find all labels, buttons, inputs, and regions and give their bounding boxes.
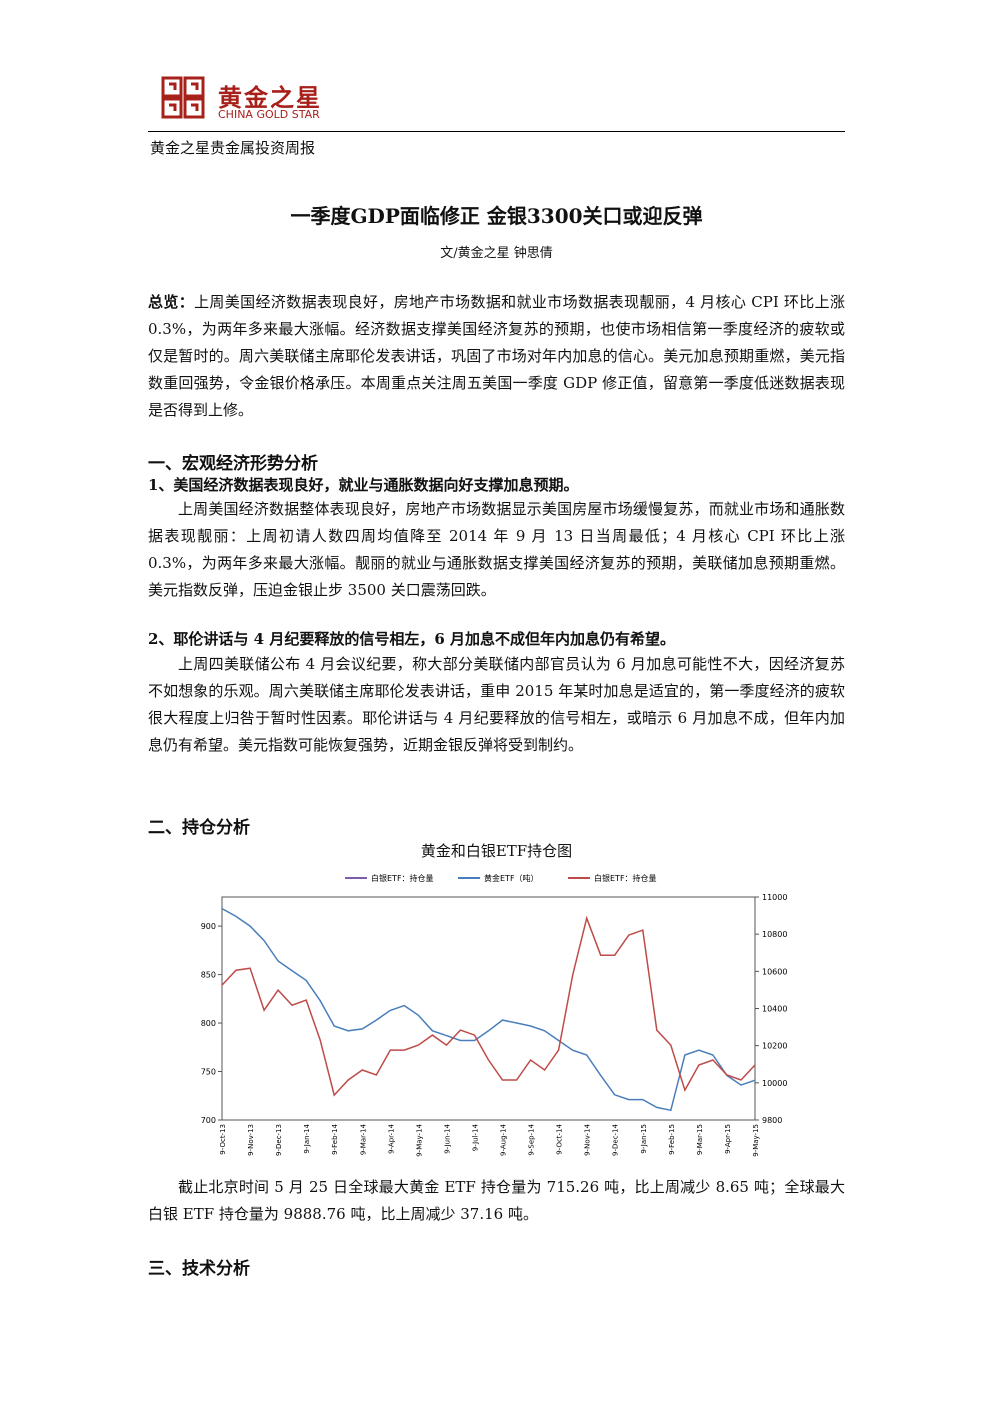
logo-cn: 黄金之星: [218, 84, 322, 112]
y2-tick-label: 10600: [762, 967, 787, 976]
x-tick-label: 9-Oct-14: [556, 1123, 564, 1154]
y2-tick-label: 9800: [762, 1116, 782, 1125]
y-tick-label: 700: [201, 1116, 216, 1125]
x-tick-label: 9-Jul-14: [471, 1123, 479, 1151]
title: 一季度GDP面临修正 金银3300关口或迎反弹: [290, 204, 703, 228]
plot-frame: [221, 896, 756, 1121]
y-tick-label: 750: [201, 1068, 216, 1077]
x-tick-label: 9-Jan-15: [640, 1124, 648, 1154]
summary-text: 上周美国经济数据表现良好，房地产市场数据和就业市场数据表现靓丽，4 月核心 CP…: [148, 293, 845, 419]
paragraph: 上周美国经济数据整体表现良好，房地产市场数据显示美国房屋市场缓慢复苏，而就业市场…: [148, 500, 845, 599]
y-tick-label: 900: [201, 922, 216, 931]
x-tick-label: 9-Dec-13: [275, 1124, 283, 1156]
y2-tick-label: 10200: [762, 1042, 787, 1051]
x-tick-label: 9-Apr-14: [387, 1123, 395, 1153]
x-tick-label: 9-Jun-14: [443, 1123, 451, 1153]
paragraph: 上周四美联储公布 4 月会议纪要，称大部分美联储内部官员认为 6 月加息可能性不…: [148, 655, 845, 754]
chart: 700 750 800 850 900 9800 10000 10200 10400 10600 1…: [201, 873, 788, 1157]
x-tick-label: 9-Feb-15: [668, 1124, 676, 1155]
legend-label: 黄金ETF（吨）: [484, 873, 539, 883]
logo-en: CHINA GOLD STAR: [218, 108, 320, 121]
x-tick-label: 9-Jan-14: [303, 1123, 311, 1153]
y-tick-label: 800: [201, 1019, 216, 1028]
series-line: [221, 915, 756, 1097]
x-tick-label: 9-Apr-15: [724, 1124, 732, 1154]
subheading: 2、耶伦讲话与 4 月纪要释放的信号相左，6 月加息不成但年内加息仍有希望。: [148, 630, 675, 648]
heading: 三、技术分析: [148, 1259, 250, 1279]
x-tick-label: 9-Nov-14: [584, 1123, 592, 1155]
report-name: 黄金之星贵金属投资周报: [150, 139, 316, 157]
legend-label: 白银ETF：持仓量: [594, 873, 657, 883]
heading: 一、宏观经济形势分析: [148, 454, 318, 474]
logo-icon: [161, 76, 205, 119]
legend-label: 白银ETF：持仓量: [371, 873, 434, 883]
x-tick-label: 9-May-14: [415, 1123, 423, 1156]
paragraph: 截止北京时间 5 月 25 日全球最大黄金 ETF 持仓量为 715.26 吨，…: [148, 1178, 845, 1223]
y2-tick-label: 10000: [762, 1079, 787, 1088]
x-tick-label: 9-Sep-14: [528, 1123, 536, 1155]
chart-title: 黄金和白银ETF持仓图: [420, 842, 573, 860]
header-rule: [148, 131, 845, 132]
author: 文/黄金之星 钟思倩: [440, 246, 553, 261]
y2-tick-label: 10800: [762, 930, 787, 939]
x-tick-label: 9-Mar-15: [696, 1124, 704, 1155]
summary-label: 总览：: [148, 293, 195, 311]
y2-tick-label: 10400: [762, 1005, 787, 1014]
x-tick-label: 9-Dec-14: [612, 1123, 620, 1156]
x-tick-label: 9-Feb-14: [331, 1123, 339, 1154]
subheading: 1、美国经济数据表现良好，就业与通胀数据向好支撑加息预期。: [148, 476, 579, 494]
x-tick-label: 9-Mar-14: [359, 1123, 367, 1155]
x-tick-label: 9-Aug-14: [500, 1123, 508, 1155]
series-line: [221, 907, 756, 1112]
heading: 二、持仓分析: [148, 818, 250, 838]
x-tick-label: 9-Oct-13: [219, 1124, 227, 1155]
x-tick-label: 9-May-15: [752, 1124, 760, 1157]
summary: 总览：上周美国经济数据表现良好，房地产市场数据和就业市场数据表现靓丽，4 月核心…: [148, 289, 845, 424]
x-tick-label: 9-Nov-13: [247, 1124, 255, 1156]
y2-tick-label: 11000: [762, 893, 787, 902]
y-tick-label: 850: [201, 971, 216, 980]
